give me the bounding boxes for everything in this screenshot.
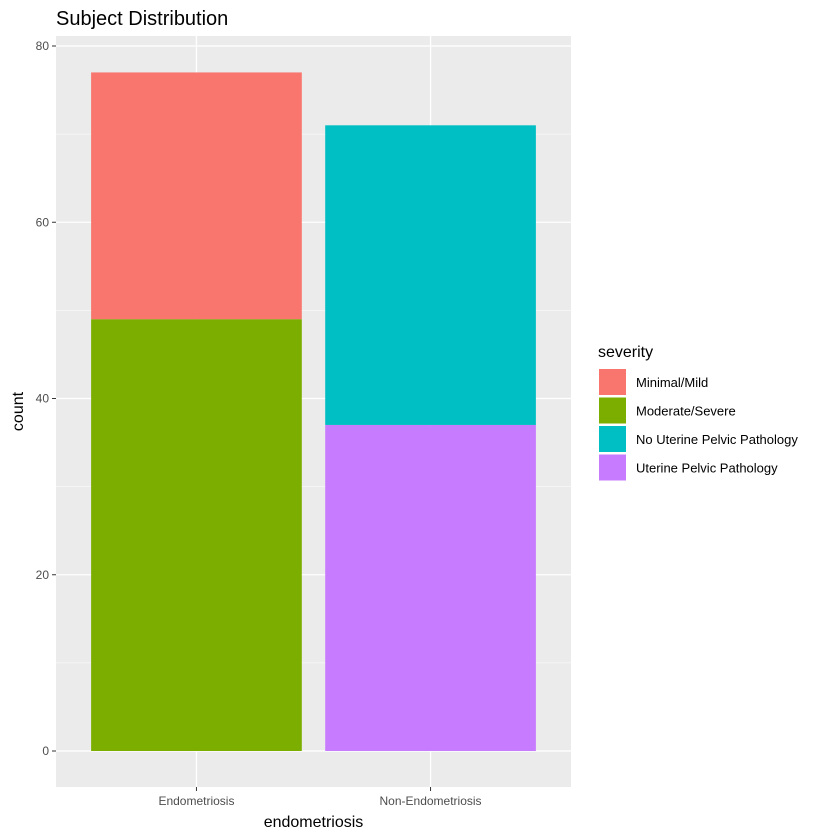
- chart-title: Subject Distribution: [56, 8, 228, 30]
- bar-segment-no-uterine-pelvic-pathology: [325, 125, 536, 425]
- legend-label: Moderate/Severe: [636, 404, 736, 419]
- x-tick-label: Non-Endometriosis: [380, 794, 482, 808]
- bars: [91, 72, 536, 751]
- bar-segment-uterine-pelvic-pathology: [325, 424, 536, 751]
- y-tick-label: 60: [36, 215, 50, 229]
- bar-segment-moderate-severe: [91, 319, 302, 751]
- legend-label: Minimal/Mild: [636, 375, 708, 390]
- legend: severity Minimal/Mild Moderate/Severe No U…: [598, 344, 798, 481]
- legend-key: [599, 454, 626, 481]
- legend-key: [599, 397, 626, 424]
- x-tick-label: Endometriosis: [158, 794, 234, 808]
- y-tick-label: 20: [36, 568, 50, 582]
- x-axis-title: endometriosis: [264, 814, 364, 831]
- y-axis: 0 20 40 60 80: [36, 39, 56, 758]
- legend-label: Uterine Pelvic Pathology: [636, 461, 778, 476]
- y-tick-label: 0: [42, 744, 49, 758]
- legend-key: [599, 369, 626, 395]
- x-axis: Endometriosis Non-Endometriosis: [158, 787, 482, 808]
- y-tick-label: 40: [36, 392, 50, 406]
- y-tick-label: 80: [36, 39, 50, 53]
- legend-label: No Uterine Pelvic Pathology: [636, 432, 798, 447]
- bar-segment-minimal-mild: [91, 72, 302, 320]
- legend-title: severity: [598, 344, 653, 361]
- y-axis-title: count: [10, 391, 27, 431]
- legend-key: [599, 426, 626, 452]
